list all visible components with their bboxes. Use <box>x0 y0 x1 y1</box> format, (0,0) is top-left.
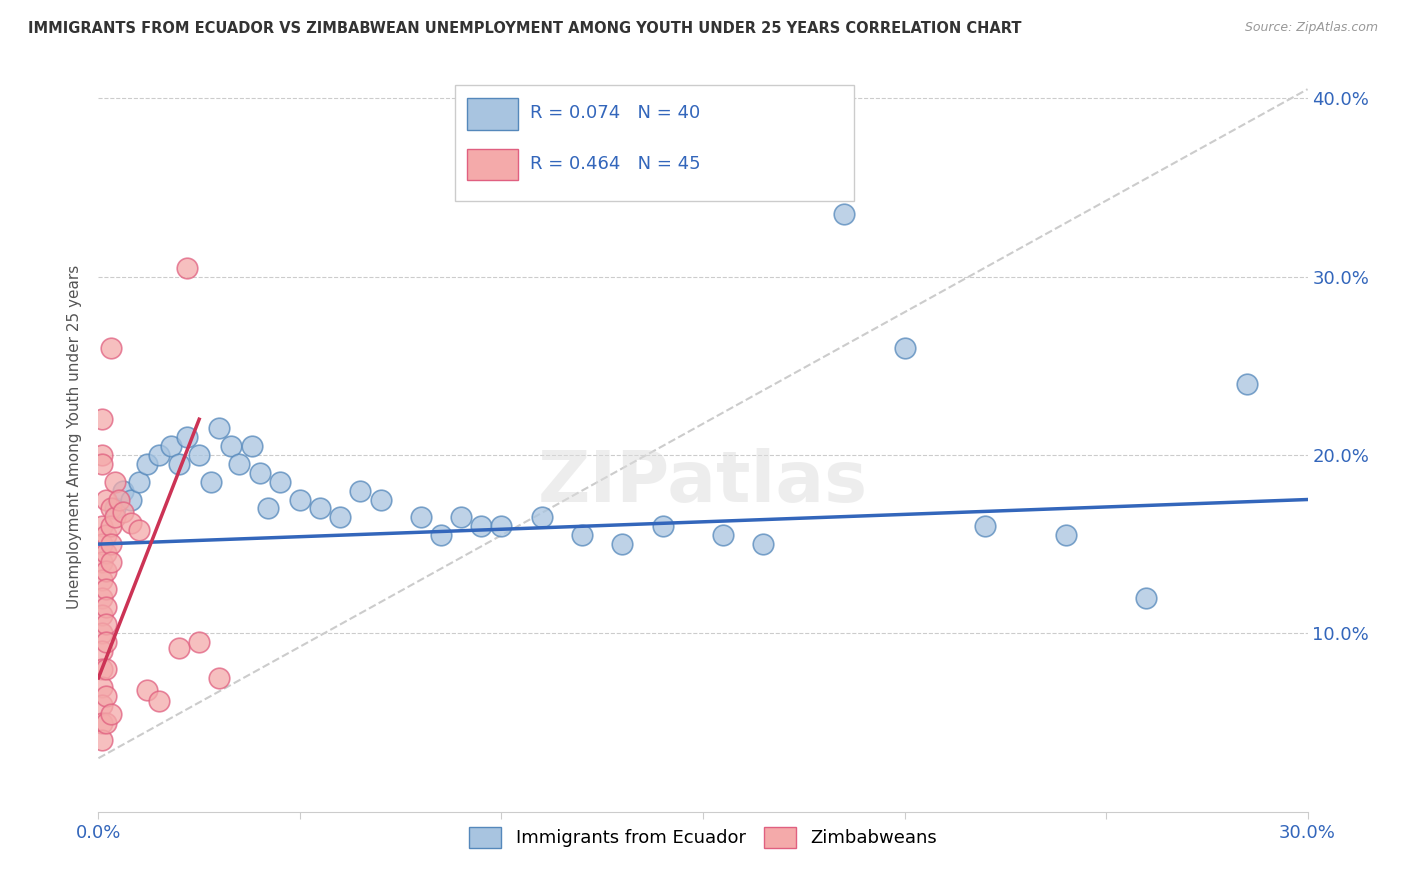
Point <box>370 492 392 507</box>
Point <box>491 519 513 533</box>
Point <box>974 519 997 533</box>
Point <box>103 475 125 489</box>
Point <box>530 510 553 524</box>
Point <box>148 448 170 462</box>
Point <box>96 715 118 730</box>
Point <box>91 457 114 471</box>
Point <box>893 341 915 355</box>
Point <box>1054 528 1077 542</box>
Point <box>96 528 118 542</box>
Point <box>96 564 118 578</box>
Point <box>111 483 134 498</box>
FancyBboxPatch shape <box>467 98 517 130</box>
Point <box>612 537 634 551</box>
Text: IMMIGRANTS FROM ECUADOR VS ZIMBABWEAN UNEMPLOYMENT AMONG YOUTH UNDER 25 YEARS CO: IMMIGRANTS FROM ECUADOR VS ZIMBABWEAN UN… <box>28 21 1022 36</box>
Point <box>96 546 118 560</box>
Point <box>409 510 432 524</box>
Point <box>430 528 453 542</box>
Point <box>571 528 593 542</box>
Point <box>91 680 114 694</box>
Point <box>100 555 122 569</box>
Point <box>91 626 114 640</box>
Point <box>450 510 472 524</box>
Point <box>269 475 291 489</box>
Point <box>135 457 157 471</box>
Point <box>91 591 114 605</box>
Point <box>208 671 231 685</box>
Point <box>349 483 371 498</box>
Point <box>309 501 332 516</box>
Point <box>96 582 118 596</box>
Point <box>120 492 142 507</box>
Point <box>249 466 271 480</box>
Point <box>256 501 278 516</box>
Text: R = 0.074   N = 40: R = 0.074 N = 40 <box>530 104 700 122</box>
Point <box>91 662 114 676</box>
Point <box>160 439 183 453</box>
Point <box>208 421 231 435</box>
Y-axis label: Unemployment Among Youth under 25 years: Unemployment Among Youth under 25 years <box>67 265 83 609</box>
Point <box>91 698 114 712</box>
Point <box>91 644 114 658</box>
Point <box>91 519 114 533</box>
Point <box>711 528 734 542</box>
Point <box>167 640 190 655</box>
Point <box>1236 376 1258 391</box>
Point <box>91 715 114 730</box>
Point <box>91 573 114 587</box>
Point <box>96 662 118 676</box>
Point <box>167 457 190 471</box>
Point <box>100 519 122 533</box>
Point <box>651 519 673 533</box>
Point <box>91 733 114 747</box>
Point <box>100 537 122 551</box>
Point <box>107 492 129 507</box>
Point <box>91 537 114 551</box>
FancyBboxPatch shape <box>467 149 517 180</box>
Text: ZIPatlas: ZIPatlas <box>538 448 868 516</box>
Point <box>91 555 114 569</box>
Point <box>329 510 352 524</box>
Point <box>176 430 198 444</box>
Text: Source: ZipAtlas.com: Source: ZipAtlas.com <box>1244 21 1378 34</box>
Point <box>100 706 122 721</box>
Point <box>100 341 122 355</box>
Point <box>470 519 492 533</box>
Point <box>148 694 170 708</box>
Point <box>832 207 855 221</box>
Point <box>176 260 198 275</box>
Point <box>128 523 150 537</box>
Point <box>1135 591 1157 605</box>
Point <box>288 492 311 507</box>
Point <box>96 689 118 703</box>
Point <box>240 439 263 453</box>
Legend: Immigrants from Ecuador, Zimbabweans: Immigrants from Ecuador, Zimbabweans <box>461 820 945 855</box>
Point <box>91 412 114 426</box>
Point <box>103 510 125 524</box>
Point <box>103 501 125 516</box>
Point <box>200 475 222 489</box>
Point <box>188 448 211 462</box>
Point <box>100 501 122 516</box>
Point <box>111 505 134 519</box>
Point <box>91 608 114 623</box>
FancyBboxPatch shape <box>456 85 855 201</box>
Point <box>128 475 150 489</box>
Point <box>91 448 114 462</box>
Point <box>135 683 157 698</box>
Point <box>228 457 250 471</box>
Point <box>96 492 118 507</box>
Point <box>96 635 118 649</box>
Text: R = 0.464   N = 45: R = 0.464 N = 45 <box>530 154 700 172</box>
Point <box>221 439 243 453</box>
Point <box>120 516 142 530</box>
Point <box>188 635 211 649</box>
Point <box>752 537 775 551</box>
Point <box>96 617 118 632</box>
Point <box>96 599 118 614</box>
